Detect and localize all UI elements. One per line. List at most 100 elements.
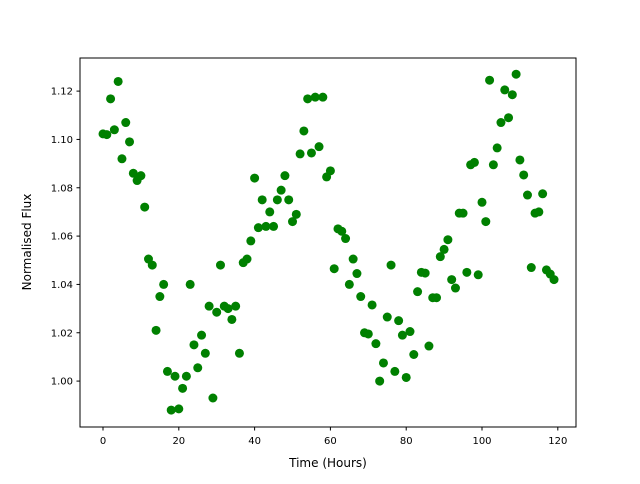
data-points [98, 69, 559, 415]
x-axis-ticks: 0 20 40 60 80 100 120 [100, 427, 567, 447]
data-point [481, 217, 491, 227]
data-point [325, 166, 335, 176]
data-point [394, 316, 404, 326]
data-point [288, 217, 298, 227]
data-point [291, 209, 301, 219]
data-point [507, 90, 517, 100]
data-point [378, 358, 388, 368]
data-point [265, 207, 275, 217]
data-point [284, 195, 294, 205]
data-point [329, 264, 339, 274]
data-point [159, 279, 169, 289]
data-point [178, 383, 188, 393]
data-point [276, 185, 286, 195]
data-point [147, 260, 157, 270]
data-point [496, 118, 506, 128]
data-point [462, 267, 472, 277]
y-tick-label: 1.08 [51, 183, 73, 194]
data-point [405, 327, 415, 337]
data-point [382, 312, 392, 322]
data-point [447, 275, 457, 285]
data-point [515, 155, 525, 165]
data-point [500, 85, 510, 95]
data-point [136, 171, 146, 181]
data-point [310, 92, 320, 102]
data-point [212, 307, 222, 317]
data-point [185, 279, 195, 289]
data-point [519, 170, 529, 180]
data-point [397, 330, 407, 340]
data-point [363, 329, 373, 339]
x-tick-label: 100 [472, 436, 491, 447]
x-tick-label: 120 [548, 436, 567, 447]
y-axis-label: Normalised Flux [20, 194, 34, 291]
data-point [348, 254, 358, 264]
y-tick-label: 1.04 [51, 280, 73, 291]
data-point [253, 223, 263, 233]
data-point [458, 208, 468, 218]
data-point [117, 154, 127, 164]
data-point [170, 371, 180, 381]
data-point [227, 314, 237, 324]
data-point [420, 268, 430, 278]
data-point [344, 279, 354, 289]
data-point [234, 348, 244, 358]
data-point [341, 234, 351, 244]
data-point [375, 376, 385, 386]
data-point [128, 168, 138, 178]
data-point [295, 149, 305, 159]
data-point [231, 301, 241, 311]
y-tick-label: 1.02 [51, 328, 73, 339]
data-point [534, 207, 544, 217]
x-tick-label: 40 [248, 436, 261, 447]
data-point [215, 260, 225, 270]
y-tick-label: 1.06 [51, 232, 73, 243]
y-tick-label: 1.10 [51, 135, 73, 146]
data-point [424, 341, 434, 351]
data-point [469, 157, 479, 167]
data-point [439, 244, 449, 254]
data-point [193, 363, 203, 373]
data-point [197, 330, 207, 340]
data-point [272, 195, 282, 205]
data-point [106, 94, 116, 104]
data-point [371, 339, 381, 349]
data-point [299, 126, 309, 136]
y-axis-ticks: 1.00 1.02 1.04 1.06 1.08 1.10 1.12 [51, 87, 80, 388]
data-point [151, 325, 161, 335]
data-point [257, 195, 267, 205]
data-point [401, 372, 411, 382]
data-point [367, 300, 377, 310]
data-point [189, 340, 199, 350]
data-point [113, 76, 123, 86]
data-point [409, 350, 419, 360]
data-point [140, 202, 150, 212]
data-point [526, 263, 536, 273]
data-point [318, 92, 328, 102]
data-point [488, 160, 498, 170]
x-tick-label: 0 [100, 436, 106, 447]
y-tick-label: 1.00 [51, 377, 73, 388]
data-point [306, 148, 316, 158]
data-point [200, 348, 210, 358]
data-point [223, 304, 233, 314]
x-tick-label: 20 [172, 436, 185, 447]
data-point [473, 270, 483, 280]
data-point [121, 118, 131, 128]
data-point [155, 292, 165, 302]
data-point [242, 254, 252, 264]
y-tick-label: 1.12 [51, 87, 73, 98]
data-point [314, 142, 324, 152]
data-point [102, 130, 112, 140]
data-point [538, 189, 548, 199]
data-point [109, 125, 119, 135]
data-point [352, 269, 362, 279]
data-point [504, 113, 514, 123]
data-point [443, 235, 453, 245]
data-point [269, 221, 279, 231]
data-point [413, 287, 423, 297]
data-point [432, 293, 442, 303]
data-point [337, 226, 347, 236]
data-point [386, 260, 396, 270]
data-point [435, 252, 445, 262]
